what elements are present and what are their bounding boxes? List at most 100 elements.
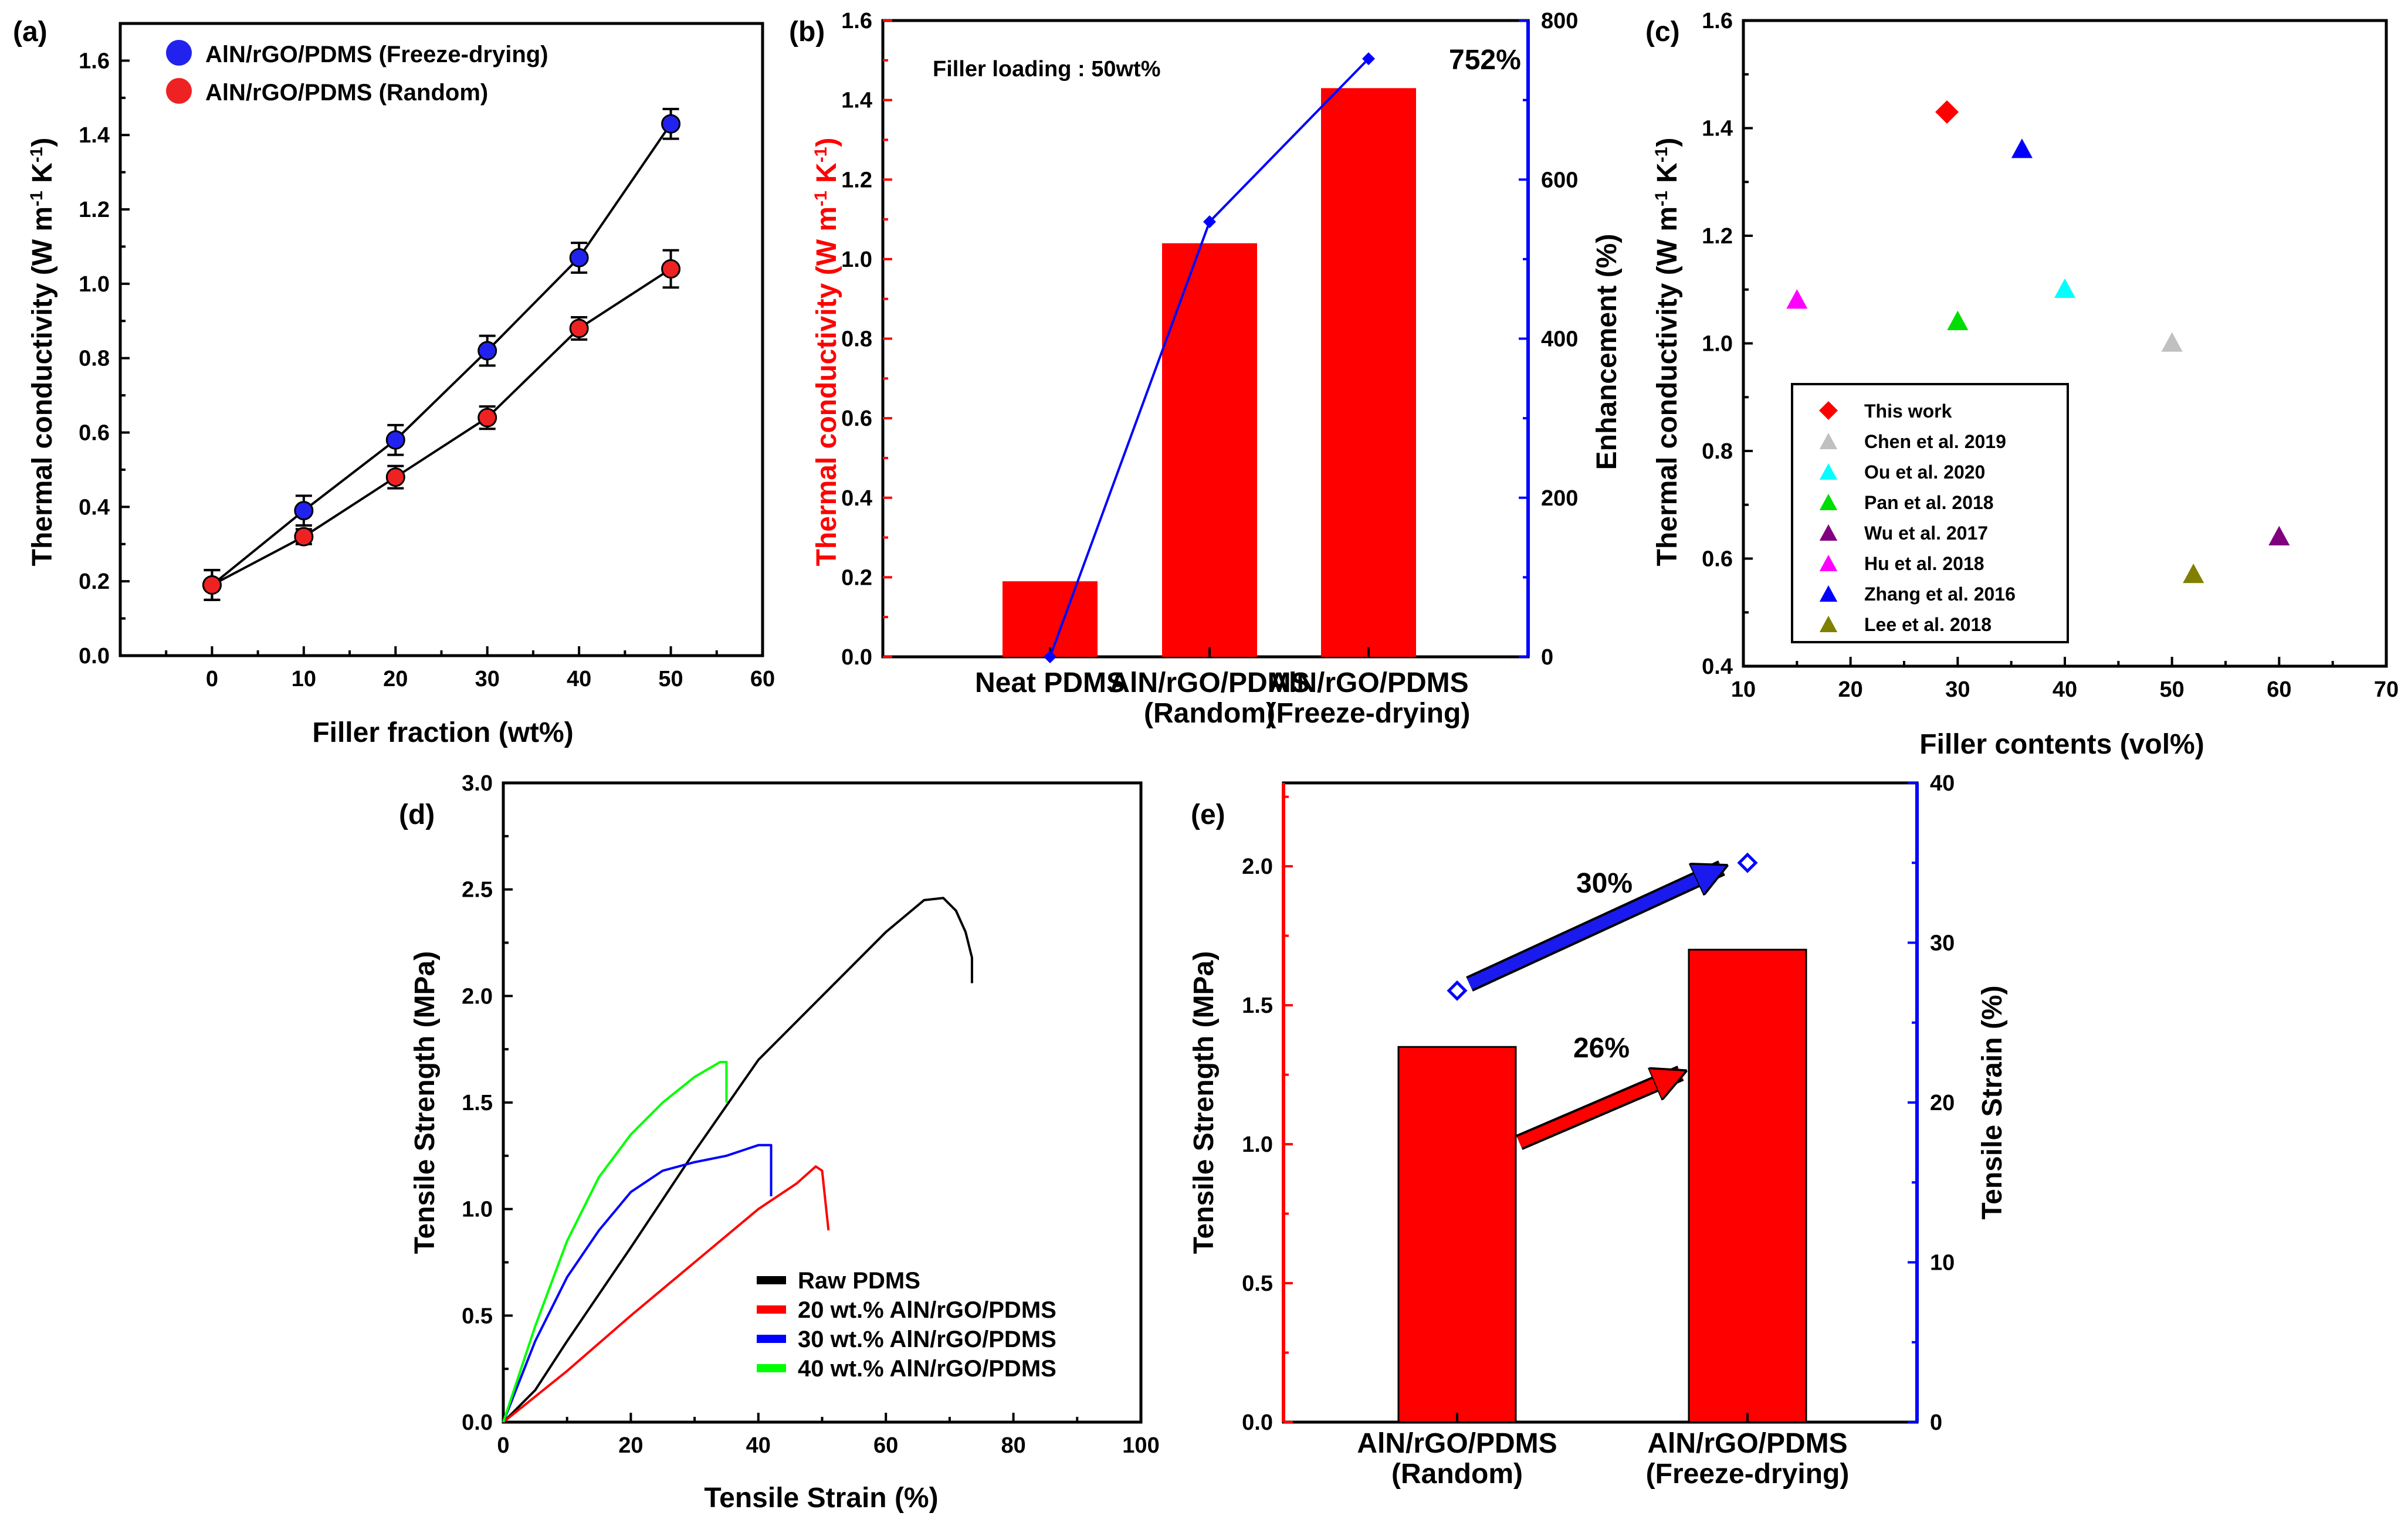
y2-tick-label: 30: [1930, 931, 1955, 956]
data-point-1-5: [661, 259, 681, 279]
data-point-1-4: [569, 318, 589, 338]
y-axis-label: Thermal conductivity (W m-1 K-1): [27, 138, 59, 567]
data-point-0-1: [294, 501, 314, 521]
y-tick-label: 0.5: [462, 1304, 493, 1328]
y2-tick-label: 40: [1930, 771, 1955, 796]
category-label: (Random): [1391, 1458, 1523, 1490]
y-tick-label: 0.0: [841, 645, 872, 670]
x-tick-label: 30: [475, 667, 500, 691]
x-axis-label: Filler fraction (wt%): [312, 717, 573, 748]
category-label: (Freeze-drying): [1267, 698, 1471, 729]
y2-tick-label: 0: [1930, 1410, 1942, 1435]
y-tick-label: 0.2: [79, 569, 110, 594]
panel-label: (d): [399, 799, 435, 830]
data-point-1-3: [477, 408, 497, 428]
data-point-1-2: [385, 467, 405, 487]
data-point-1-0: [202, 575, 222, 595]
bar-1: [1688, 948, 1807, 1423]
legend-label: Lee et al. 2018: [1864, 614, 1992, 635]
y2-tick-label: 10: [1930, 1251, 1955, 1276]
enhancement-point-2: [1362, 52, 1375, 66]
legend-marker: [1819, 585, 1838, 602]
x-tick-label: 50: [2160, 677, 2185, 702]
x-axis-label: Tensile Strain (%): [704, 1483, 938, 1514]
y-tick-label: 0.8: [841, 327, 872, 352]
y2-axis-label: Tensile Strain (%): [1977, 985, 2008, 1219]
legend-marker: [1819, 524, 1838, 541]
y-tick-label: 0.2: [841, 565, 872, 590]
panel-e: 0.00.51.01.52.0010203040AlN/rGO/PDMS(Ran…: [1188, 771, 2008, 1490]
label-part: -1: [811, 147, 831, 163]
label-part: ): [1652, 138, 1683, 147]
y-tick-label: 0.8: [1702, 439, 1733, 464]
y-tick-label: 2.0: [1242, 854, 1273, 879]
label-part: Thermal conductivity (W m: [27, 206, 58, 566]
x-tick-label: 80: [1001, 1433, 1025, 1458]
y-tick-label: 1.2: [1702, 224, 1733, 249]
label-part: -1: [27, 147, 46, 163]
x-tick-label: 10: [1731, 677, 1756, 702]
y2-tick-label: 200: [1541, 486, 1578, 511]
legend-marker: [166, 40, 192, 66]
category-label: Neat PDMS: [975, 667, 1125, 698]
y-tick-label: 1.2: [79, 198, 110, 222]
strain-point-1: [1737, 852, 1758, 873]
y-axis-label: Tensile Strength (MPa): [409, 951, 441, 1254]
legend-label: 20 wt.% AlN/rGO/PDMS: [798, 1297, 1056, 1323]
x-tick-label: 100: [1122, 1433, 1159, 1458]
y-tick-label: 1.4: [1702, 117, 1733, 141]
enhancement-point-1: [1203, 215, 1216, 229]
y-axis-label: Tensile Strength (MPa): [1188, 951, 1220, 1254]
legend-marker: [1819, 616, 1838, 632]
enhancement-point-0: [1044, 650, 1056, 663]
label-part: ): [27, 138, 58, 147]
label-part: -1: [27, 191, 46, 206]
x-tick-label: 60: [750, 667, 775, 691]
panel-label: (e): [1191, 799, 1225, 830]
legend-label: 40 wt.% AlN/rGO/PDMS: [798, 1356, 1056, 1382]
y-tick-label: 0.6: [841, 406, 872, 431]
panel-label: (c): [1645, 16, 1680, 48]
curve-3: [502, 1060, 728, 1423]
bar-0: [1397, 1046, 1517, 1423]
label-part: K: [1652, 162, 1683, 191]
x-axis-label: Filler contents (vol%): [1919, 729, 2204, 760]
legend-marker: [1819, 494, 1838, 510]
y-tick-label: 0.6: [1702, 547, 1733, 572]
y2-tick-label: 800: [1541, 9, 1578, 33]
panel-d: 0 20 40 60 80 100 0.0 0.5 1.0 1.5 2.0 2.5 3.0 Tensile…: [399, 771, 1160, 1514]
data-point-0-2: [385, 430, 405, 450]
x-tick-label: 20: [1838, 677, 1863, 702]
strain-increase-label: 30%: [1576, 868, 1633, 899]
label-part: -1: [811, 191, 831, 206]
y-tick-label: 1.0: [79, 272, 110, 297]
strength-arrow: [1517, 1073, 1681, 1148]
series-line-0: [211, 123, 672, 586]
legend-label: AlN/rGO/PDMS (Freeze-drying): [205, 42, 548, 67]
legend-label: This work: [1864, 401, 1952, 422]
data-point-0-5: [661, 114, 681, 134]
category-label: AlN/rGO/PDMS: [1109, 667, 1309, 698]
data-point-0: [1935, 100, 1959, 124]
y-tick-label: 0.0: [79, 644, 110, 669]
curve-0: [502, 897, 973, 1423]
y-tick-label: 1.0: [841, 247, 872, 272]
legend-label: Chen et al. 2019: [1864, 431, 2006, 452]
y-tick-label: 1.0: [1702, 332, 1733, 357]
legend-label: AlN/rGO/PDMS (Random): [205, 80, 488, 106]
y-tick-label: 0.4: [79, 495, 110, 520]
legend-label: 30 wt.% AlN/rGO/PDMS: [798, 1327, 1056, 1352]
x-tick-label: 0: [206, 667, 218, 691]
y-tick-label: 1.4: [841, 89, 872, 113]
data-point-6: [2011, 138, 2033, 158]
legend-box: [1791, 383, 2069, 643]
y-tick-label: 0.4: [1702, 654, 1733, 679]
x-tick-label: 0: [497, 1433, 509, 1458]
filler-annotation: Filler loading : 50wt%: [933, 57, 1161, 82]
y-tick-label: 1.0: [1242, 1132, 1273, 1157]
panel-a: 0 10 20 30 40 50 60 0.0 0.2 0.4 0.6 0.8 1.0 1.2 1.4 1.6…: [13, 16, 775, 748]
series-line-1: [211, 267, 672, 586]
label-part: Thermal conductivity (W m: [811, 206, 842, 566]
legend-marker: [1819, 463, 1838, 480]
